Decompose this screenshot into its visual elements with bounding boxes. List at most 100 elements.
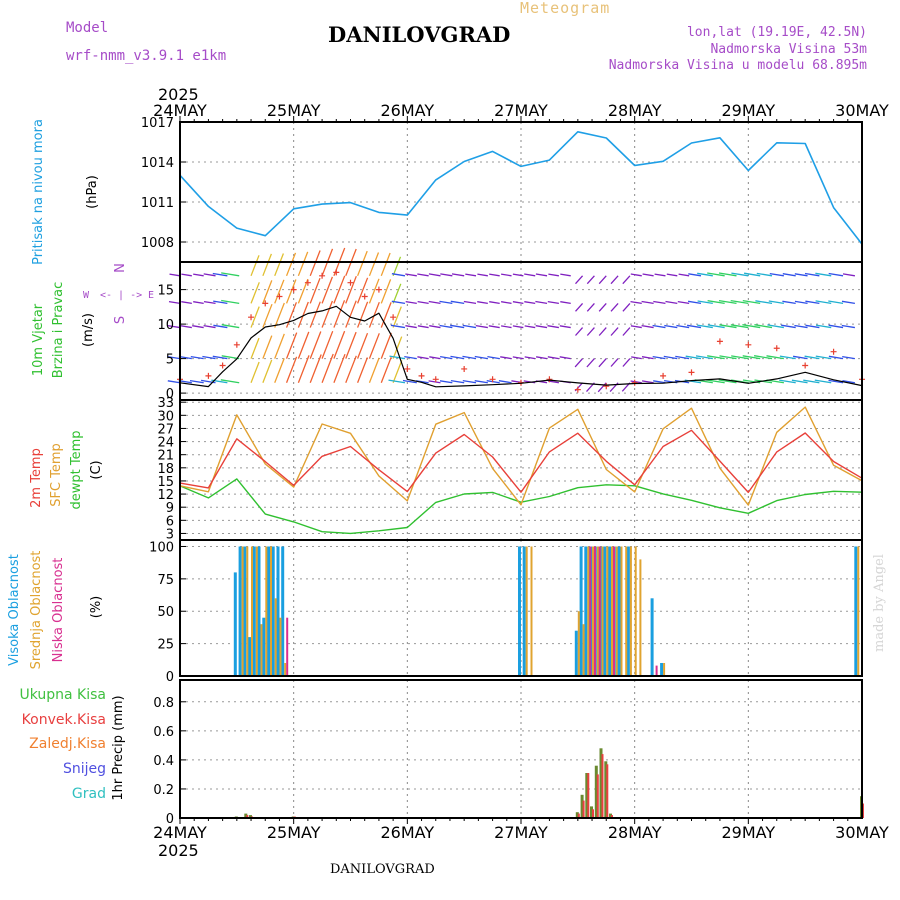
wind-barb [429,325,441,329]
wind-barb [333,300,346,328]
wind-barb [487,355,500,360]
wind-barb [685,355,702,360]
wind-barb [388,379,406,384]
y-tick-label: 1011 [141,196,174,211]
wind-barb [213,324,228,329]
total-precip-bar [580,794,584,818]
wind-barb [463,300,477,305]
wind-barb [380,356,392,383]
wind-barb [631,356,642,360]
total-precip-bar [575,812,579,818]
y-tick-label: 1008 [141,236,174,251]
y-tick-label: 0.6 [153,725,174,740]
wind-barb [462,379,477,384]
wind-barb [392,283,402,304]
conv-precip-bar [577,813,580,818]
temp-2m-line [179,429,863,494]
high-cloud-bar [271,546,275,676]
wind-barb [575,302,584,312]
wind-barb [524,356,536,360]
wind-barb [782,300,796,305]
grid-layer [180,121,862,819]
wind-barb [250,306,260,328]
wind-barb [695,355,713,360]
wind-barb [707,355,725,360]
wind-barb [705,379,725,384]
high-cloud-bar [262,617,266,676]
wind-barb [356,301,369,328]
wind-barb [417,300,429,305]
year-top-label: 2025 [158,85,199,104]
wind-barb [654,273,666,277]
wind-barb [559,325,571,329]
total-precip-bar [244,813,248,818]
wind-barb [405,325,417,329]
wind-barb [524,273,536,277]
wind-barb [193,273,204,277]
y-tick-label: 27 [157,422,174,437]
wind-barb [828,355,844,360]
gust-marker [333,269,340,276]
low-cloud-bar [613,546,615,676]
wind-barb [512,325,524,329]
wind-unit: (m/s) [81,313,96,347]
wind-barb [356,357,369,383]
mid-cloud-bar [592,546,594,676]
gust-marker [461,365,468,372]
wind-barb [368,278,380,304]
mid-cloud-bar [625,546,628,676]
mid-cloud-bar [279,617,282,676]
wind-barb [828,300,844,305]
wind-barb [754,324,773,329]
coords-label: lon,lat (19.19E, 42.5N) [686,25,867,40]
wind-barb [333,275,346,304]
wind-barb [769,272,784,277]
wind-barb [450,379,465,384]
conv-precip-bar [611,815,613,818]
wind-barb [333,330,346,359]
wind-barb [402,379,417,384]
mid-cloud-bar [606,546,609,676]
wind-barb [781,324,796,329]
wind-barb [450,355,465,360]
y-tick-label: 0 [166,387,174,402]
wind-barb [428,300,441,305]
wind-barb [178,355,192,360]
wind-barb [462,324,477,329]
wind-barb [535,273,548,277]
wind-barb [731,355,749,360]
wind-barb [730,299,749,305]
gust-marker [745,341,752,348]
temp-ylabel-2: SFC Temp [49,443,64,507]
wind-barb [221,324,240,329]
wind-barb [262,303,273,328]
wind-barb [697,272,713,277]
conv-precip-bar [582,800,585,818]
wind-barb [428,380,441,384]
wind-barb [768,300,784,305]
high-cloud-bar [603,546,607,676]
wind-barb [707,272,725,277]
panel-frame-pressure [179,121,863,263]
wind-barb [718,379,737,384]
pressure-line [179,131,863,245]
wind-barb [440,273,453,277]
wind-barb [368,357,380,383]
wind-barb [687,300,702,305]
wind-barb [274,333,285,359]
wind-barb [782,273,796,277]
gust-marker [219,362,226,369]
wind-barb [665,300,678,305]
wind-barb [356,332,369,359]
wind-barb [622,275,631,285]
wind-barb [755,300,773,305]
wind-barb [575,327,584,336]
wind-barb [574,358,584,368]
wind-barb [345,331,357,359]
y-tick-label: 30 [157,409,174,424]
wind-barb [465,273,477,277]
wind-barb [285,252,297,277]
wind-barb [297,331,310,359]
wind-barb [285,332,298,359]
wind-barb [677,300,690,305]
